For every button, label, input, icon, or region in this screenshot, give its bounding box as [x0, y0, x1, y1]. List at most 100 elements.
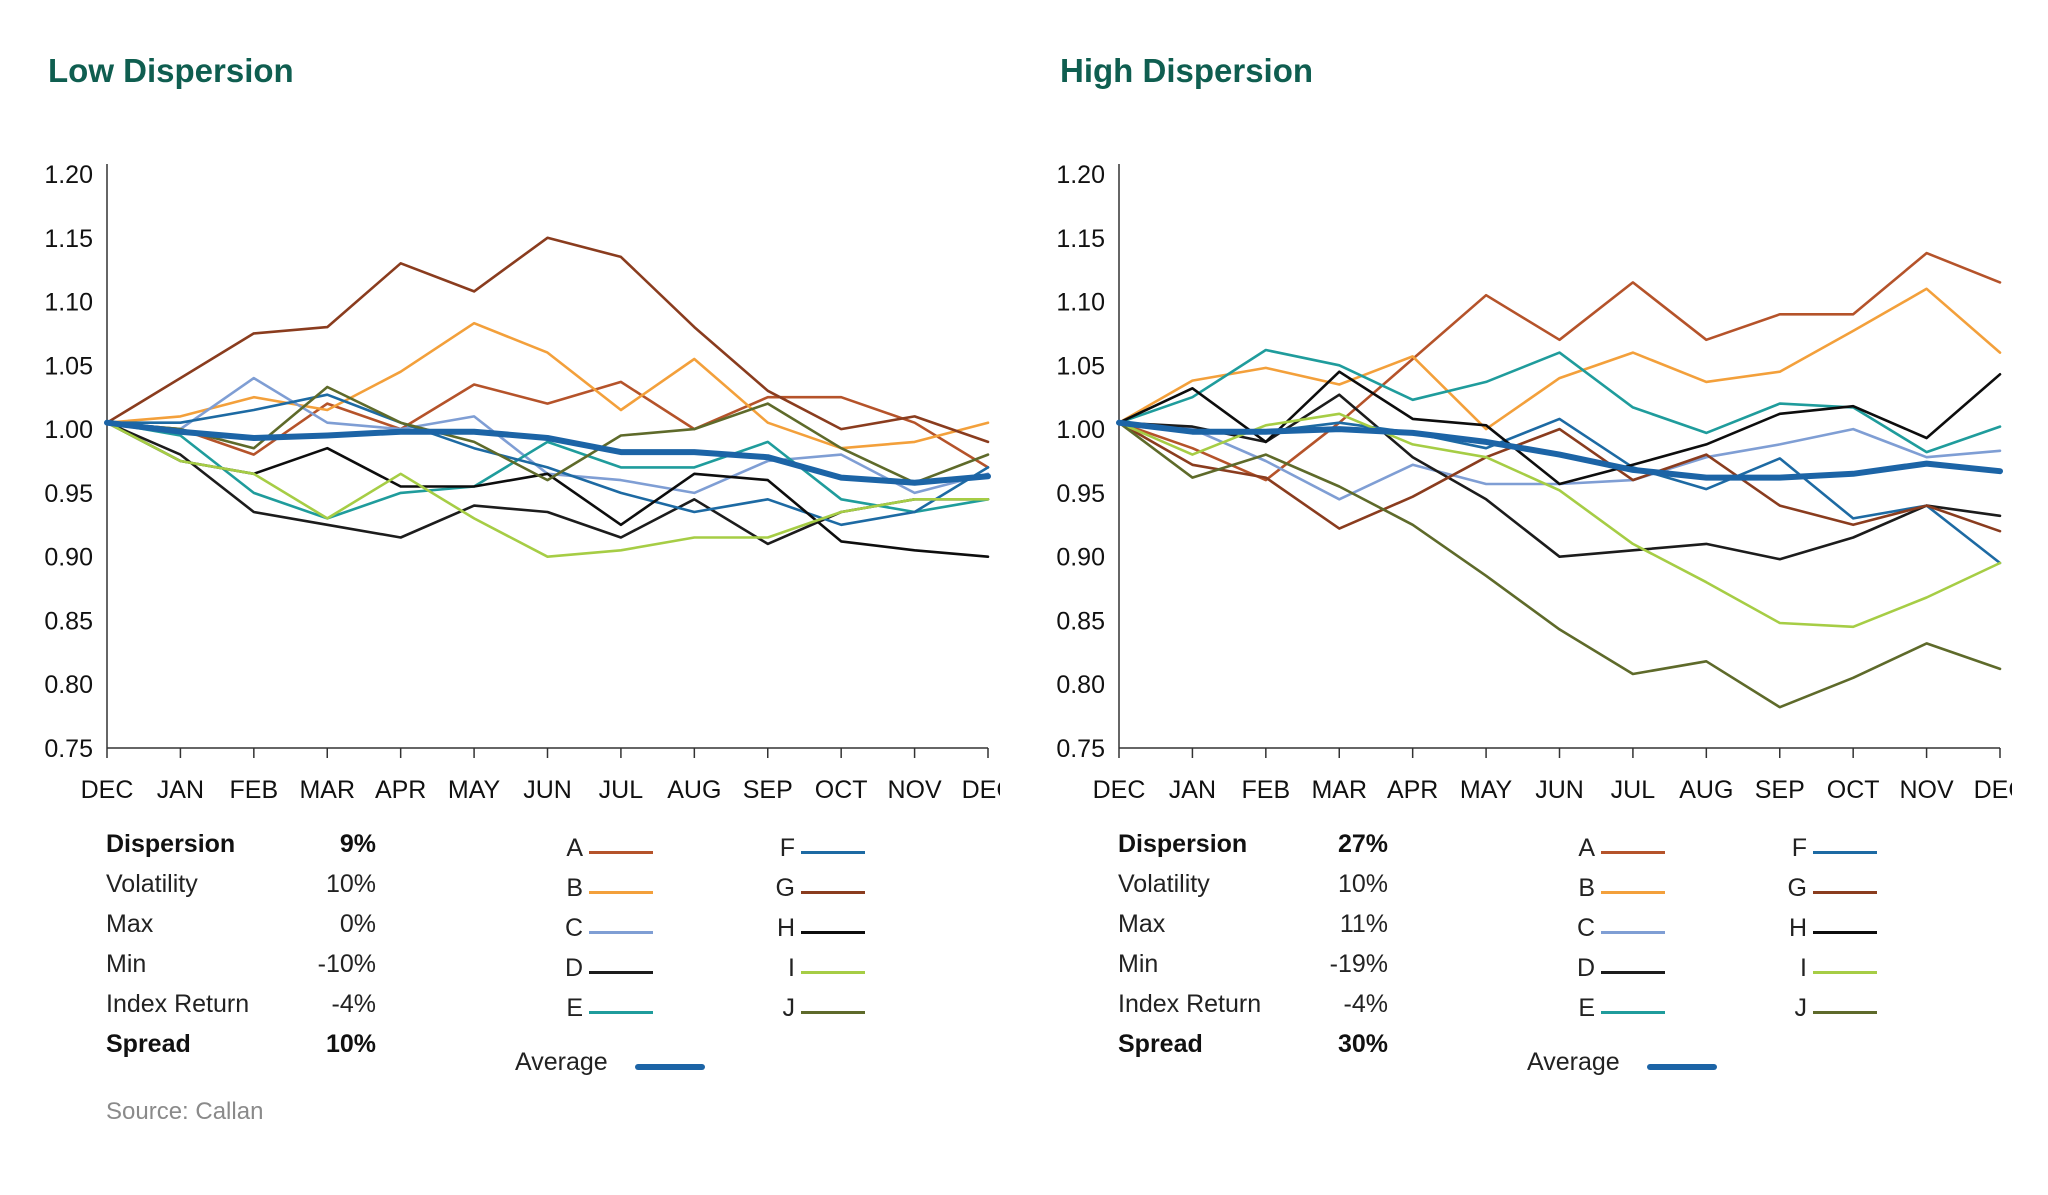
stat-row-max: Max 11%	[1118, 910, 1388, 950]
stat-label: Max	[1118, 910, 1166, 938]
stats-table: Dispersion 9% Volatility 10% Max 0% Min -10%…	[106, 830, 376, 1070]
y-tick-label: 0.85	[44, 607, 93, 635]
legend-swatch	[801, 971, 865, 974]
x-tick-label: DEC	[1974, 776, 2012, 804]
legend-label: C	[564, 914, 583, 942]
x-tick-label: DEC	[1093, 776, 1146, 804]
legend-label: E	[566, 994, 583, 1022]
legend-label: Average	[515, 1048, 608, 1076]
stat-label: Dispersion	[106, 830, 236, 858]
legend-label: F	[779, 834, 795, 862]
stat-value: 10%	[325, 870, 376, 898]
x-tick-label: JAN	[1169, 776, 1216, 804]
legend-item-average: Average	[1527, 1048, 1787, 1088]
legend-item: I	[1739, 954, 1879, 994]
stat-value: 30%	[1337, 1030, 1388, 1058]
legend-label: H	[1788, 914, 1807, 942]
y-tick-label: 0.95	[44, 480, 93, 508]
stat-value: -4%	[331, 990, 376, 1018]
series-line-average	[104, 419, 991, 486]
series-line-h	[1117, 370, 2002, 486]
series-line-i	[1117, 412, 2002, 629]
stat-label: Min	[106, 950, 147, 978]
high-dispersion-chart: 1.20 1.15 1.10 1.05 1.00 0.95 0.90 0.85 0.80 0.75…	[1056, 161, 2012, 804]
legend-item: B	[1527, 874, 1667, 914]
y-tick-label: 1.10	[44, 289, 93, 317]
x-tick-label: FEB	[1242, 776, 1291, 804]
legend-label: C	[1576, 914, 1595, 942]
legend-item: C	[1527, 914, 1667, 954]
y-tick-label: 1.15	[44, 225, 93, 253]
stat-row-index-return: Index Return -4%	[1118, 990, 1388, 1030]
y-tick-label: 0.85	[1056, 607, 1105, 635]
x-tick-label: APR	[1387, 776, 1438, 804]
stat-value: 9%	[339, 830, 376, 858]
y-tick-label: 1.05	[44, 352, 93, 380]
stat-label: Spread	[106, 1030, 191, 1058]
low-dispersion-panel: Low Dispersion 1.20 1.15 1.10 1.05 1.00 0.95 0…	[0, 0, 1000, 1195]
stat-row-max: Max 0%	[106, 910, 376, 950]
stat-row-volatility: Volatility 10%	[1118, 870, 1388, 910]
legend-item: H	[727, 914, 867, 954]
y-tick-label: 0.90	[44, 544, 93, 572]
legend-swatch	[589, 851, 653, 854]
stat-label: Volatility	[106, 870, 198, 898]
stat-value: 0%	[339, 910, 376, 938]
legend-swatch	[1601, 971, 1665, 974]
stat-value: -4%	[1343, 990, 1388, 1018]
x-tick-label: JUN	[1535, 776, 1584, 804]
legend-label: J	[1794, 994, 1808, 1022]
y-tick-label: 1.20	[44, 161, 93, 189]
legend-swatch	[589, 891, 653, 894]
x-tick-label: MAY	[448, 776, 501, 804]
stat-value: 11%	[1339, 910, 1388, 938]
x-tick-label: OCT	[1827, 776, 1880, 804]
x-tick-label: DEC	[81, 776, 134, 804]
legend-item: G	[1739, 874, 1879, 914]
legend-swatch	[1813, 851, 1877, 854]
x-tick-label: SEP	[743, 776, 793, 804]
legend-label: H	[776, 914, 795, 942]
legend-swatch	[801, 851, 865, 854]
legend-label: D	[1576, 954, 1595, 982]
legend-item: D	[1527, 954, 1667, 994]
y-tick-label: 1.15	[1056, 225, 1105, 253]
y-tick-label: 1.00	[44, 416, 93, 444]
legend-label: I	[1800, 954, 1807, 982]
x-tick-label: FEB	[230, 776, 279, 804]
series-line-a	[1117, 251, 2002, 482]
legend-item: E	[1527, 994, 1667, 1034]
series-line-average	[1116, 419, 2003, 481]
legend-item: G	[727, 874, 867, 914]
y-tick-label: 0.95	[1056, 480, 1105, 508]
legend-swatch	[589, 971, 653, 974]
chart-legend: A B C D E F G H I J Average	[515, 834, 875, 1094]
x-tick-label: AUG	[667, 776, 721, 804]
legend-swatch	[589, 931, 653, 934]
stat-row-index-return: Index Return -4%	[106, 990, 376, 1030]
series-line-g	[1117, 421, 2002, 533]
legend-swatch	[589, 1011, 653, 1014]
y-tick-label: 1.20	[1056, 161, 1105, 189]
legend-swatch	[1813, 971, 1877, 974]
series-line-j	[105, 385, 990, 485]
stat-label: Index Return	[1118, 990, 1262, 1018]
x-tick-label: NOV	[887, 776, 942, 804]
legend-swatch	[1601, 851, 1665, 854]
legend-item: A	[515, 834, 655, 874]
legend-item: J	[727, 994, 867, 1034]
legend-swatch	[801, 931, 865, 934]
x-tick-label: NOV	[1899, 776, 1954, 804]
series-line-i	[105, 421, 990, 559]
legend-label: F	[1791, 834, 1807, 862]
stat-label: Volatility	[1118, 870, 1210, 898]
legend-label: I	[788, 954, 795, 982]
legend-item: I	[727, 954, 867, 994]
stat-value: -19%	[1329, 950, 1388, 978]
legend-swatch	[1813, 931, 1877, 934]
legend-label: J	[782, 994, 796, 1022]
legend-item: C	[515, 914, 655, 954]
stat-value: 10%	[325, 1030, 376, 1058]
legend-label: D	[564, 954, 583, 982]
legend-swatch	[1601, 891, 1665, 894]
